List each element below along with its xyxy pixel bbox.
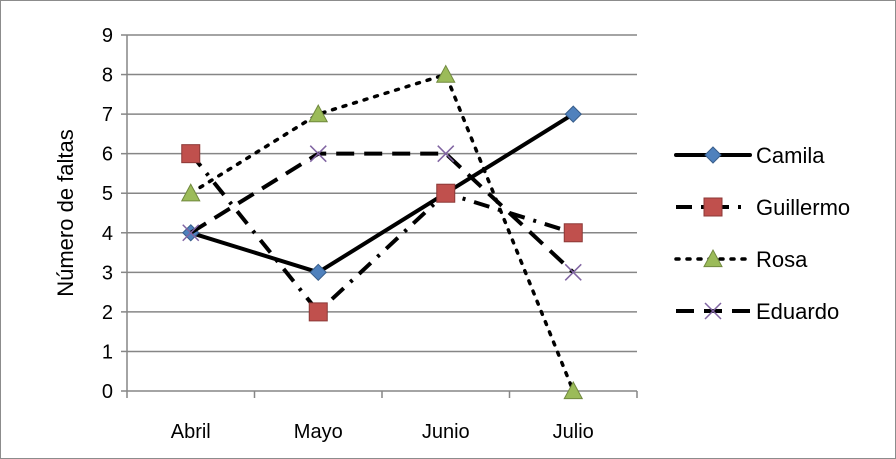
y-tick-label: 2	[102, 302, 113, 324]
legend-entry: Guillermo	[676, 195, 850, 220]
legend-entry: Camila	[674, 143, 825, 168]
legend-marker	[704, 302, 722, 320]
series-line	[189, 72, 575, 393]
legend-marker	[703, 248, 723, 268]
data-point	[435, 64, 456, 83]
series-rosa	[180, 64, 584, 400]
series-line	[188, 112, 576, 275]
x-tick-labels: Abril Mayo Junio Julio	[171, 421, 594, 443]
x-tick-label: Abril	[171, 421, 211, 443]
y-tick-label: 4	[102, 223, 113, 245]
legend-label: Rosa	[756, 247, 808, 272]
y-tick-label: 1	[102, 341, 113, 363]
y-tick-label: 5	[102, 183, 113, 205]
data-point	[181, 144, 201, 164]
legend-entry: Rosa	[674, 247, 808, 272]
series-eduardo	[182, 145, 582, 281]
data-point	[180, 183, 201, 202]
axes	[121, 34, 638, 398]
y-tick-label: 6	[102, 144, 113, 166]
y-tick-label: 9	[102, 25, 113, 47]
data-point	[564, 263, 582, 281]
data-point	[563, 223, 583, 243]
legend-entry: Eduardo	[676, 299, 839, 324]
x-tick-label: Junio	[422, 421, 470, 443]
y-tick-label: 3	[102, 262, 113, 284]
data-point	[309, 145, 327, 163]
x-tick-label: Mayo	[294, 421, 343, 443]
data-point	[437, 145, 455, 163]
legend-label: Eduardo	[756, 299, 839, 324]
series-group	[180, 64, 584, 400]
data-point	[563, 380, 584, 400]
legend-label: Camila	[756, 143, 825, 168]
legend-label: Guillermo	[756, 195, 850, 220]
y-tick-label: 8	[102, 65, 113, 87]
y-tick-label: 0	[102, 381, 113, 403]
legend-marker	[703, 197, 723, 217]
series-line	[189, 151, 575, 274]
y-tick-label: 7	[102, 104, 113, 126]
data-point	[309, 263, 327, 282]
legend-marker	[704, 146, 722, 164]
gridlines	[127, 34, 637, 353]
data-point	[564, 105, 582, 123]
data-point	[182, 224, 200, 242]
data-point	[308, 302, 328, 322]
data-point	[308, 104, 329, 123]
y-tick-labels: 0 1 2 3 4 5 6 7 8 9	[102, 25, 113, 403]
data-point	[436, 183, 456, 203]
y-axis-title: Número de faltas	[53, 129, 78, 297]
x-tick-label: Julio	[553, 421, 594, 443]
legend: Camila Guillermo Rosa Eduardo	[674, 143, 850, 324]
